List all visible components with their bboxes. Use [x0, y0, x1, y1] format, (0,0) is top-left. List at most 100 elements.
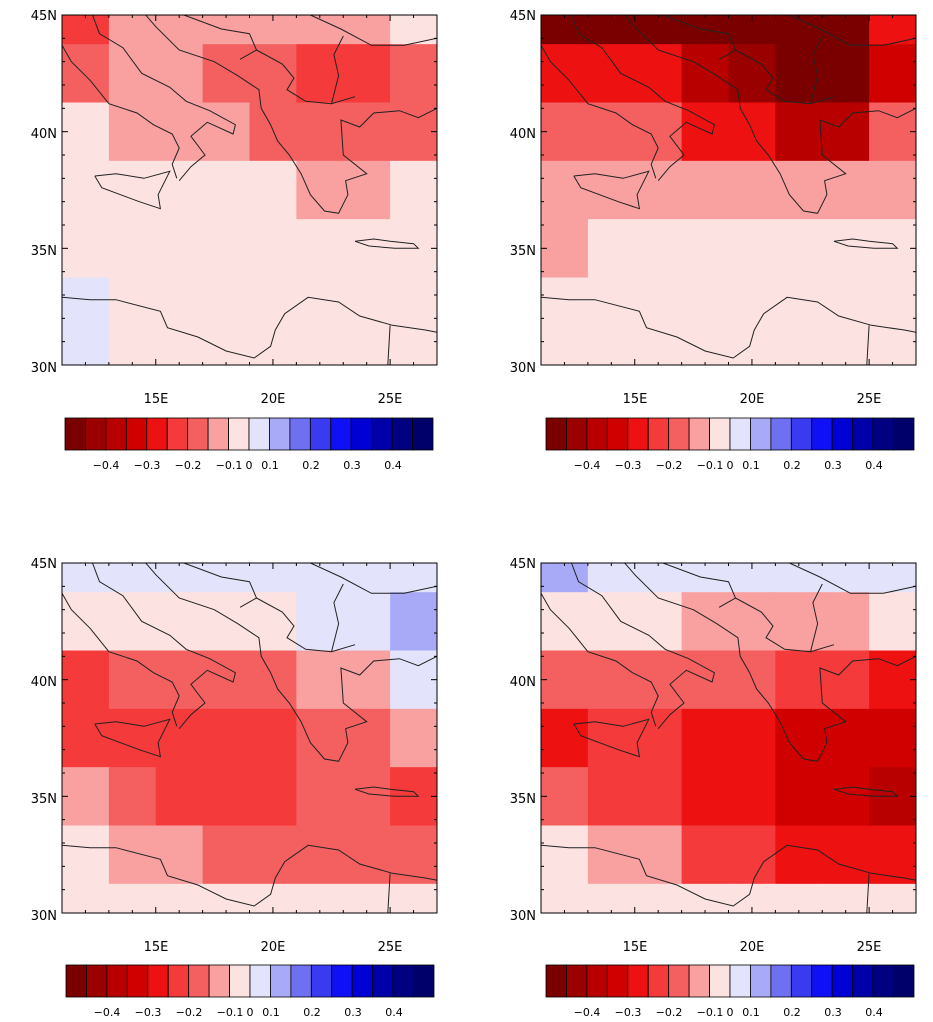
lat-axis: 45N 40N 35N 30N	[31, 9, 57, 376]
colorbar-labels: −0.4 −0.3 −0.2 −0.1 0 0.1 0.2 0.3 0.4	[574, 459, 883, 472]
lon-label-20e: 20E	[261, 940, 286, 955]
grid-cell	[343, 767, 391, 826]
grid-cell	[155, 219, 204, 278]
colorbar-swatch	[627, 964, 649, 998]
colorbar-label-0: 0	[247, 1006, 254, 1019]
colorbar-labels: −0.4 −0.3 −0.2 −0.1 0 0.1 0.2 0.3 0.4	[94, 1006, 403, 1019]
grid-cell	[155, 650, 204, 710]
grid-cell	[296, 335, 344, 365]
grid-cell	[202, 767, 250, 826]
grid-cell	[634, 102, 683, 162]
lat-label-45n: 45N	[31, 9, 57, 24]
grid-cell	[587, 277, 636, 337]
colorbar-swatch	[371, 417, 393, 451]
grid-cell	[108, 650, 157, 710]
grid-cell	[822, 708, 870, 768]
grid-cell	[390, 44, 437, 103]
grid-cell	[541, 650, 589, 710]
coastline	[122, 563, 437, 762]
heatmap-cells	[62, 563, 437, 913]
grid-cell	[822, 160, 870, 220]
grid-cell	[108, 44, 157, 103]
grid-cell	[249, 592, 297, 651]
coastline	[354, 786, 420, 797]
grid-cell	[108, 277, 157, 337]
grid-cell	[681, 592, 729, 651]
coastline	[310, 563, 437, 594]
grid-cell	[202, 277, 250, 337]
coastline	[789, 563, 916, 594]
grid-cell	[587, 825, 636, 885]
grid-cell	[202, 883, 250, 913]
lon-label-25e: 25E	[378, 392, 403, 407]
coastline	[571, 15, 715, 182]
grid-cell	[108, 825, 157, 885]
colorbar-swatch	[872, 964, 894, 998]
colorbar-swatch	[770, 417, 792, 451]
grid-cell	[390, 592, 437, 651]
colorbar-swatch	[351, 964, 374, 998]
lat-label-35n: 35N	[510, 244, 536, 259]
colorbar-swatch	[187, 417, 209, 451]
grid-cell	[541, 563, 589, 593]
colorbar-swatch	[729, 964, 751, 998]
grid-cell	[390, 883, 437, 913]
grid-cell	[155, 335, 204, 365]
grid-cell	[108, 592, 157, 651]
map-panel-4: 45N 40N 35N 30N 15E 20E 25E	[510, 557, 917, 955]
coastline-layer	[62, 15, 437, 365]
coastline	[662, 15, 737, 60]
grid-cell	[343, 219, 391, 278]
colorbar-swatch	[166, 417, 189, 451]
grid-cell	[541, 592, 589, 651]
colorbar-swatch	[229, 964, 251, 998]
colorbar-label-0: 0	[727, 1006, 734, 1019]
grid-cell	[775, 335, 823, 365]
grid-cell	[62, 102, 110, 162]
grid-cell	[541, 44, 589, 103]
colorbar-swatch	[790, 417, 813, 451]
colorbar-swatch	[106, 964, 128, 998]
grid-cell	[822, 102, 870, 162]
map-panel-3: 45N 40N 35N 30N 15E 20E 25E	[31, 557, 438, 955]
colorbar-swatch	[249, 964, 271, 998]
grid-cell	[869, 160, 916, 220]
colorbar-label-neg03: −0.3	[135, 1006, 162, 1019]
grid-cell	[62, 277, 110, 337]
colorbar-swatch	[668, 417, 690, 451]
grid-cell	[822, 825, 870, 885]
lon-label-15e: 15E	[144, 940, 169, 955]
colorbar-label-03: 0.3	[824, 459, 842, 472]
coastline	[92, 15, 236, 182]
grid-cell	[728, 592, 776, 651]
coastline	[62, 296, 437, 359]
coastline	[541, 844, 916, 907]
colorbar-label-neg01: −0.1	[697, 459, 724, 472]
coastline	[183, 563, 258, 608]
colorbar-label-0: 0	[246, 459, 253, 472]
colorbar-swatch	[545, 964, 567, 998]
grid-cell	[634, 335, 683, 365]
grid-cell	[822, 650, 870, 710]
grid-cell	[681, 883, 729, 913]
grid-cell	[541, 277, 589, 337]
colorbar-swatch	[545, 417, 567, 451]
colorbar-swatch	[105, 417, 127, 451]
grid-cell	[249, 44, 297, 103]
grid-cell	[390, 335, 437, 365]
grid-cell	[249, 825, 297, 885]
grid-cell	[390, 708, 437, 768]
grid-cell	[775, 160, 823, 220]
lat-axis: 45N 40N 35N 30N	[510, 9, 536, 376]
coastline	[810, 35, 823, 104]
colorbar-swatch	[331, 964, 353, 998]
grid-cell	[728, 767, 776, 826]
grid-cell	[108, 335, 157, 365]
colorbar-swatch	[852, 964, 874, 998]
coastline	[601, 563, 916, 762]
axis-ticks	[61, 14, 438, 366]
grid-cell	[587, 650, 636, 710]
grid-cell	[296, 277, 344, 337]
grid-cell	[869, 825, 916, 885]
colorbar-label-02: 0.2	[302, 459, 320, 472]
